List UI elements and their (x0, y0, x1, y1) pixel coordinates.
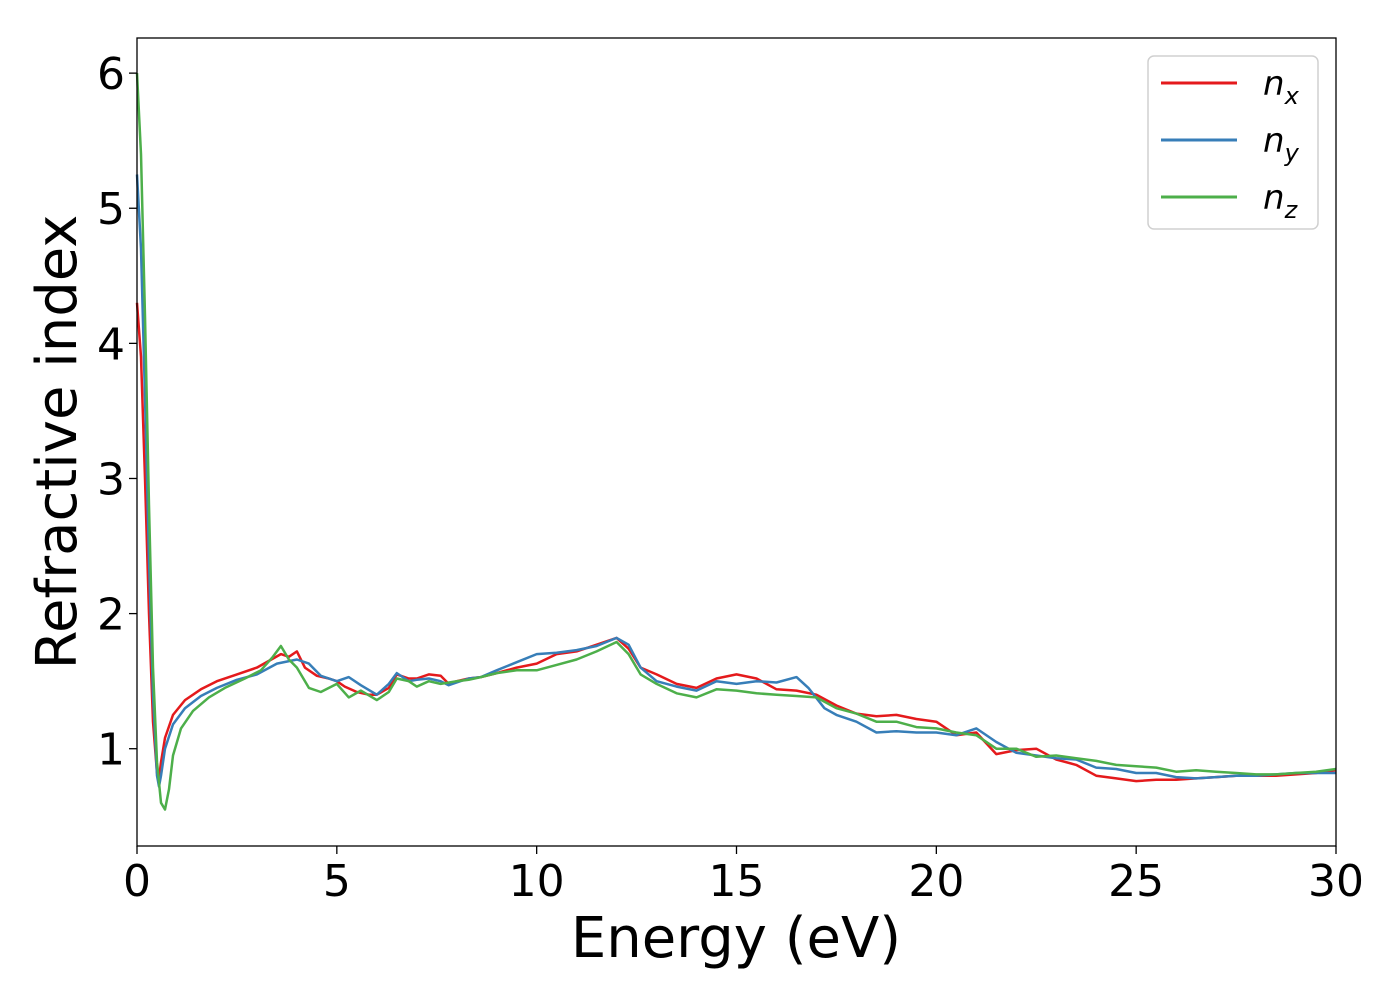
y-tick-label: 2 (97, 590, 125, 641)
series-line-nz (135, 73, 1337, 811)
legend-label-subscript: y (1284, 139, 1300, 167)
x-tick-label: 30 (1308, 856, 1364, 907)
x-tick-label: 25 (1108, 856, 1164, 907)
legend-label-main: n (1263, 64, 1285, 104)
legend-label-main: n (1263, 178, 1285, 218)
x-tick-label: 20 (908, 856, 964, 907)
y-tick-label: 6 (97, 49, 125, 100)
legend-label-subscript: z (1284, 196, 1299, 224)
series-layer (135, 73, 1337, 811)
legend-label-nx: nx (1263, 64, 1300, 110)
y-axis-title: Refractive index (25, 215, 90, 670)
x-tick-label: 0 (123, 856, 151, 907)
legend-box (1147, 55, 1319, 230)
series-line-nx (135, 302, 1337, 783)
series-line-ny (135, 174, 1336, 788)
legend-label-main: n (1263, 121, 1285, 161)
y-tick-label: 1 (97, 725, 125, 776)
x-axis-title: Energy (eV) (571, 906, 901, 971)
x-axis: 0 5 10 15 20 25 30 (123, 846, 1364, 907)
legend-label-ny: ny (1263, 121, 1300, 167)
y-tick-label: 3 (97, 454, 125, 505)
y-tick-label: 4 (97, 319, 125, 370)
x-tick-label: 10 (509, 856, 565, 907)
legend-label-subscript: x (1284, 82, 1300, 110)
legend-label-nz: nz (1263, 178, 1299, 224)
y-axis: 1 2 3 4 5 6 (97, 49, 137, 776)
x-tick-label: 5 (323, 856, 351, 907)
x-tick-label: 15 (709, 856, 765, 907)
y-tick-label: 5 (97, 184, 125, 235)
